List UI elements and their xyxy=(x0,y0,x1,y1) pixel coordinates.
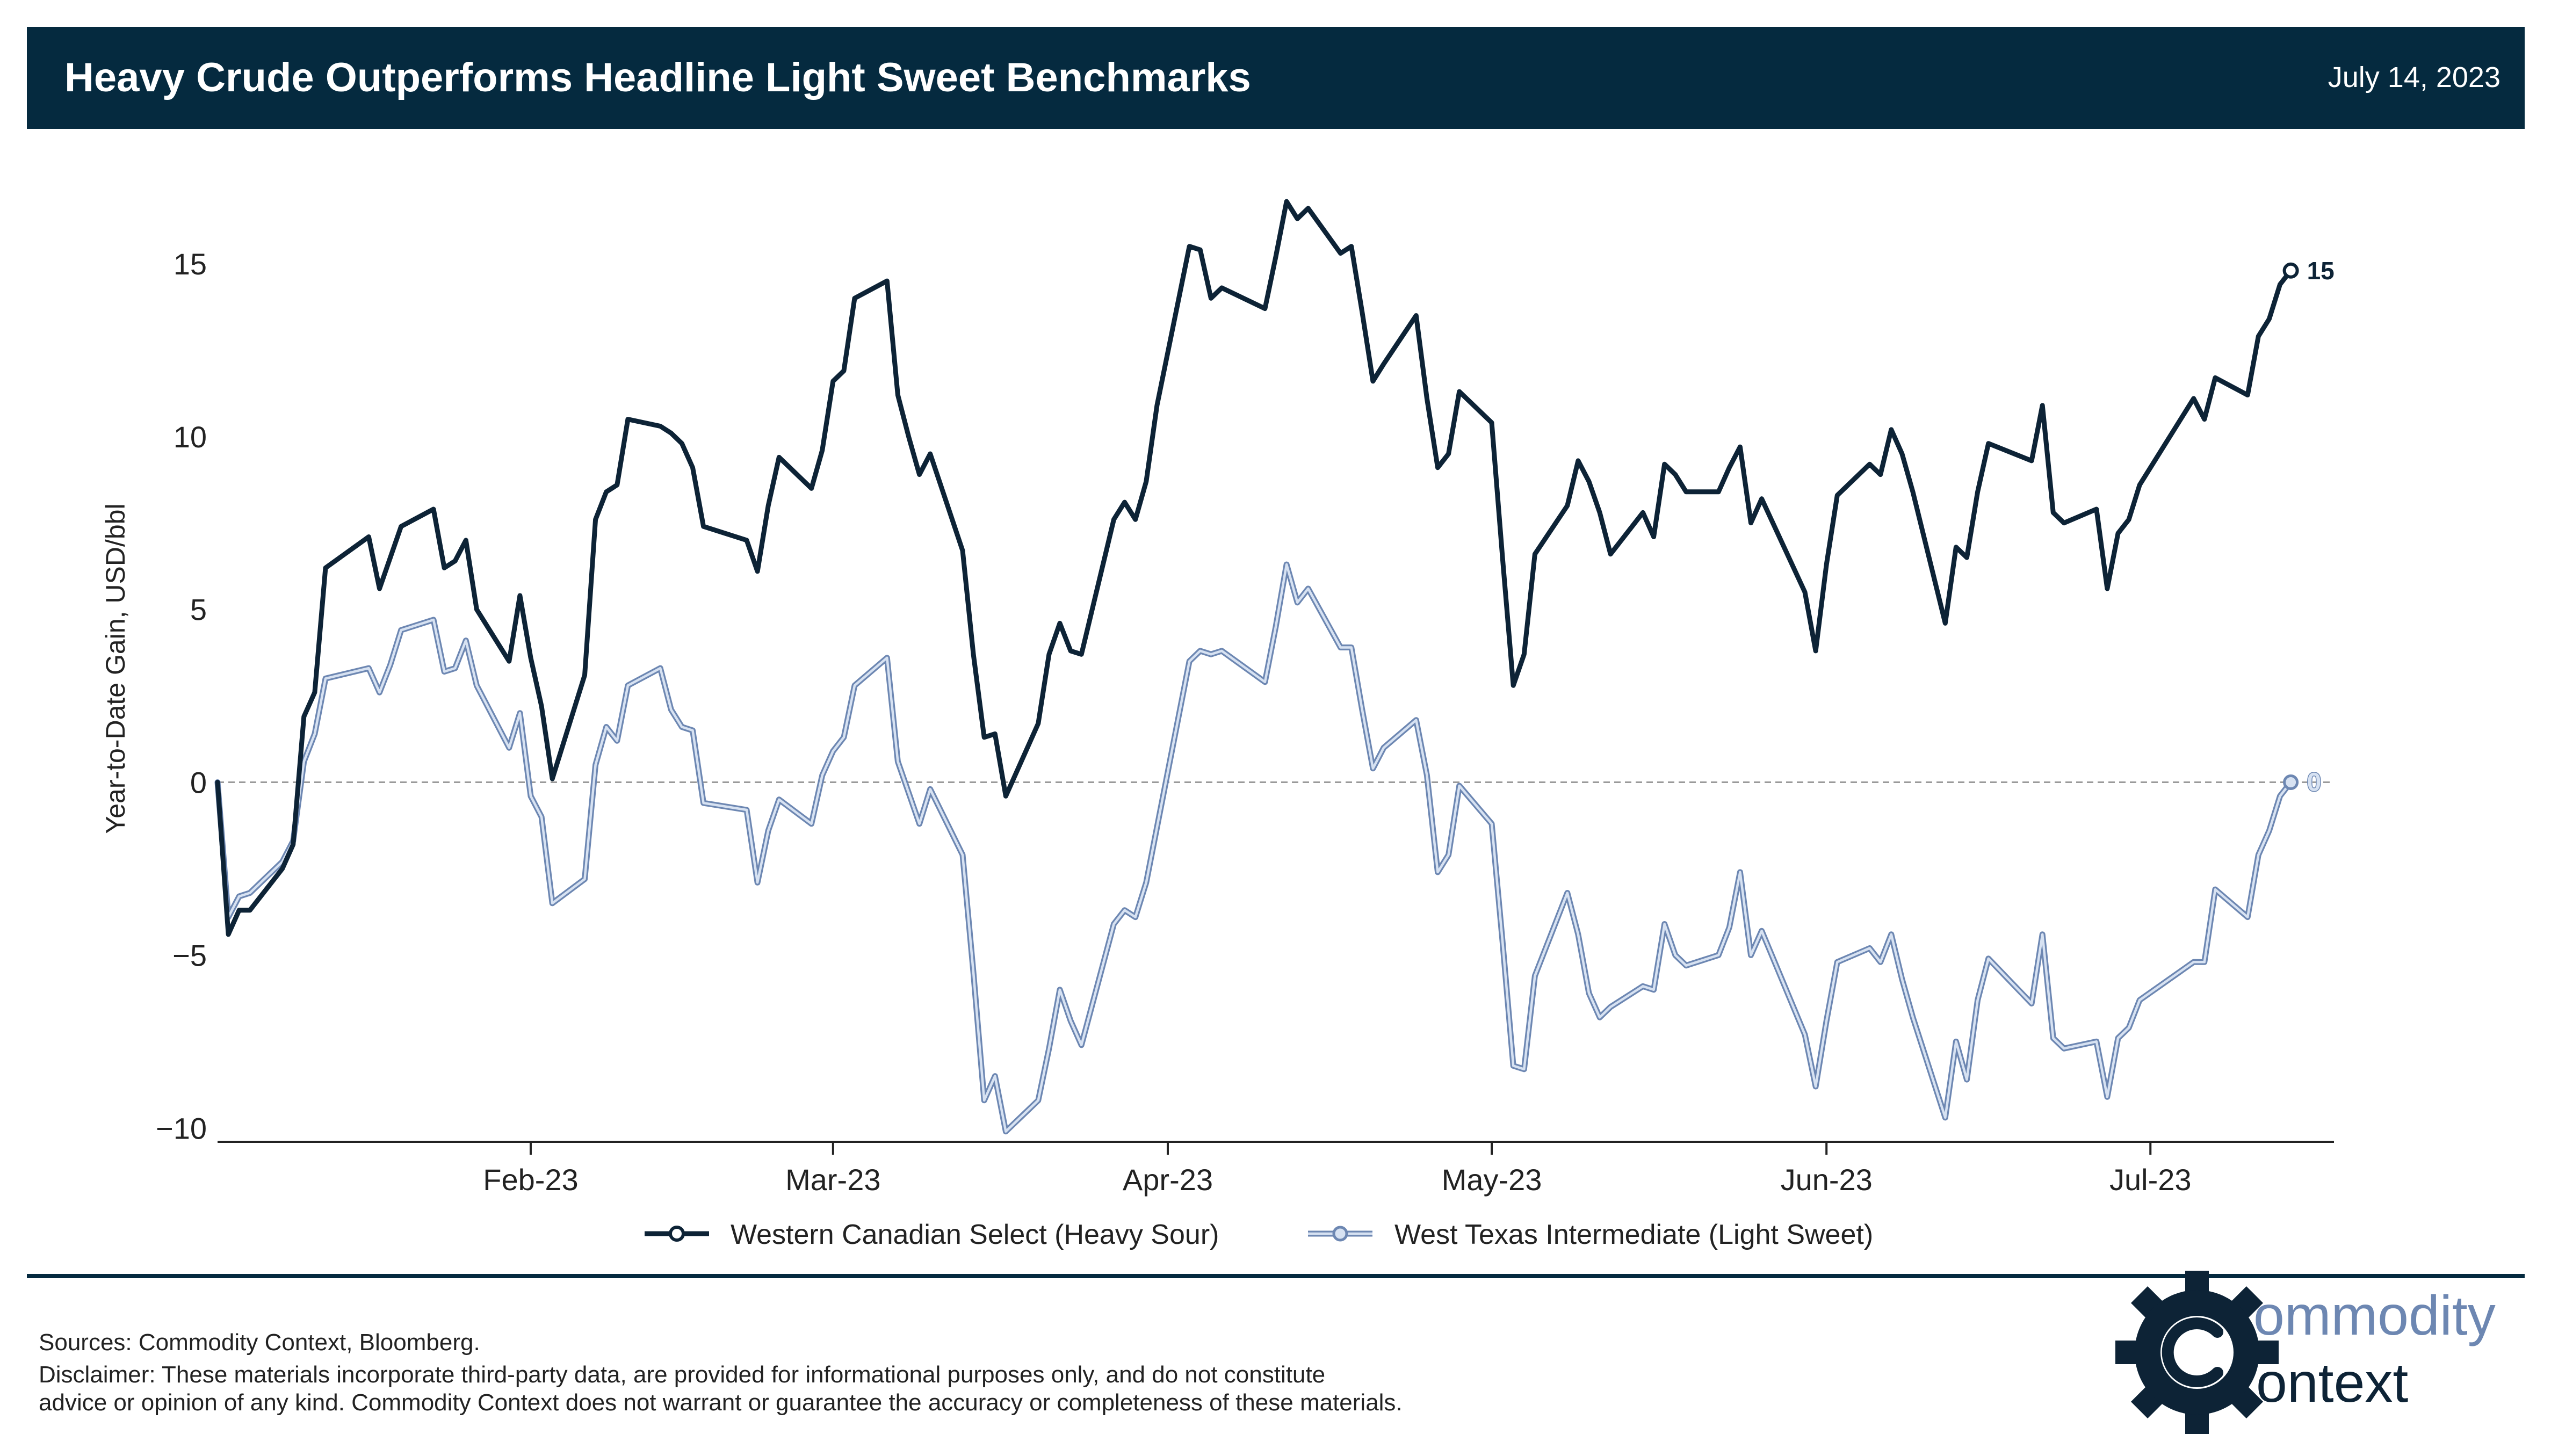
y-axis-label: Year-to-Date Gain, USD/bbl xyxy=(100,503,131,834)
legend-wti-marker xyxy=(1332,1226,1348,1242)
wti-series: 0 xyxy=(214,561,2322,1135)
gear-c-icon xyxy=(2115,1271,2279,1434)
legend-item-wcs: Western Canadian Select (Heavy Sour) xyxy=(645,1219,1219,1250)
logo-word-context: ontext xyxy=(2256,1352,2408,1414)
wcs-line xyxy=(215,199,2294,937)
x-tick-label: Apr-23 xyxy=(1123,1163,1213,1197)
footer: Sources: Commodity Context, Bloomberg. D… xyxy=(39,1329,1403,1416)
y-axis: −10 −5 0 5 10 15 xyxy=(156,247,207,1145)
header-banner: Heavy Crude Outperforms Headline Light S… xyxy=(27,27,2525,129)
wti-end-marker xyxy=(2283,774,2299,791)
footer-divider xyxy=(27,1274,2525,1278)
legend-wcs-marker xyxy=(669,1226,685,1242)
y-tick-label: 15 xyxy=(174,247,207,281)
disclaimer-line-1: Disclaimer: These materials incorporate … xyxy=(39,1361,1325,1388)
header-background xyxy=(27,27,2525,129)
wcs-series: 15 xyxy=(215,199,2335,937)
x-tick-label: Mar-23 xyxy=(785,1163,880,1197)
legend-wti-label: West Texas Intermediate (Light Sweet) xyxy=(1394,1219,1873,1250)
legend-item-wti: West Texas Intermediate (Light Sweet) xyxy=(1308,1219,1873,1250)
logo-word-commodity: ommodity xyxy=(2253,1285,2496,1347)
legend: Western Canadian Select (Heavy Sour) Wes… xyxy=(645,1219,1873,1250)
sources-text: Sources: Commodity Context, Bloomberg. xyxy=(39,1329,480,1356)
wcs-end-label: 15 xyxy=(2307,257,2335,285)
y-tick-label: −5 xyxy=(172,938,207,972)
disclaimer-line-2: advice or opinion of any kind. Commodity… xyxy=(39,1389,1403,1416)
chart-date: July 14, 2023 xyxy=(2328,61,2501,93)
y-tick-label: −10 xyxy=(156,1111,207,1145)
x-axis: Feb-23 Mar-23 Apr-23 May-23 Jun-23 Jul-23 xyxy=(218,1141,2334,1197)
chart-title: Heavy Crude Outperforms Headline Light S… xyxy=(64,55,1251,100)
x-tick-label: Jul-23 xyxy=(2109,1163,2192,1197)
x-tick-label: May-23 xyxy=(1442,1163,1542,1197)
x-tick-label: Feb-23 xyxy=(483,1163,578,1197)
legend-wcs-label: Western Canadian Select (Heavy Sour) xyxy=(731,1219,1219,1250)
y-tick-label: 0 xyxy=(190,766,207,800)
wti-end-label: 0 xyxy=(2307,769,2322,797)
y-tick-label: 5 xyxy=(190,593,207,627)
wcs-end-marker xyxy=(2282,262,2299,279)
commodity-context-logo: ommodity ontext xyxy=(2115,1271,2496,1434)
plot-area: 0 15 xyxy=(214,199,2335,1135)
wti-line-inner xyxy=(216,563,2292,1133)
y-tick-label: 10 xyxy=(174,420,207,454)
x-tick-label: Jun-23 xyxy=(1781,1163,1873,1197)
